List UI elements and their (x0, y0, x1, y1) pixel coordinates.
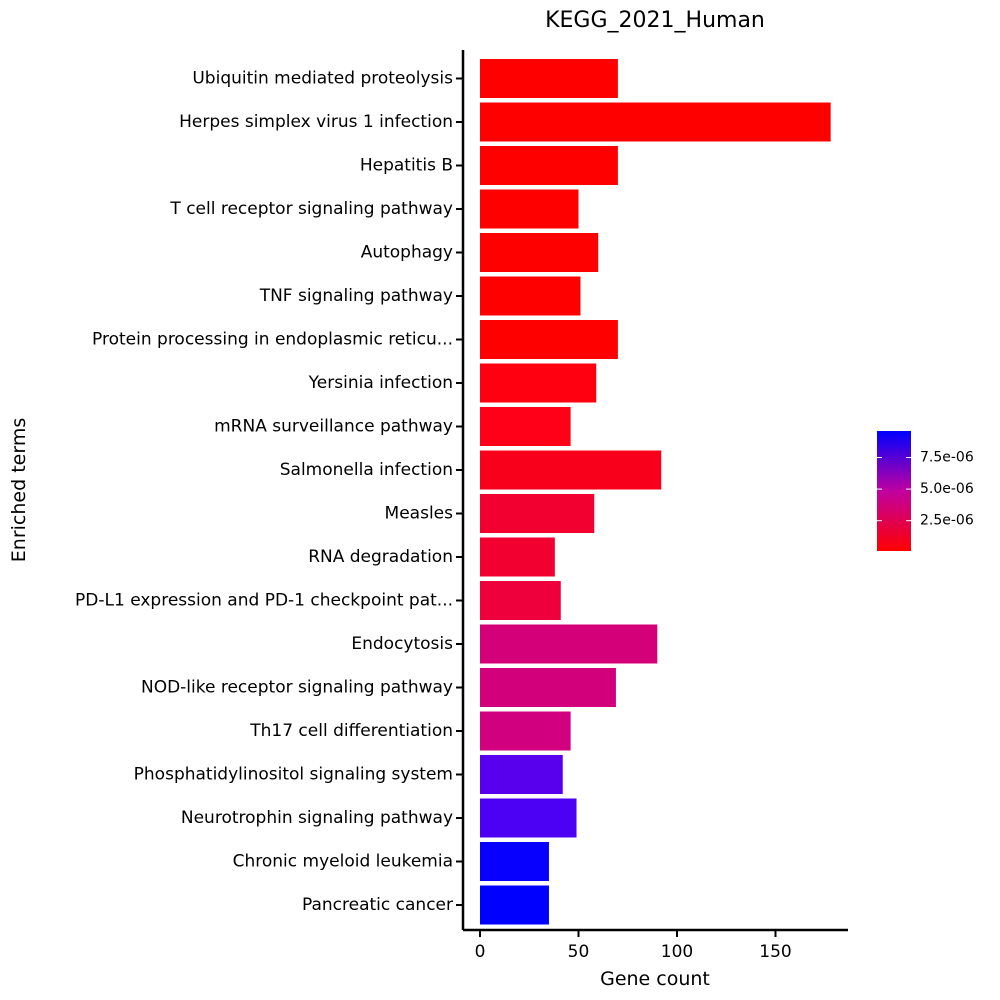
x-tick-label: 50 (568, 942, 590, 962)
y-tick-label: Phosphatidylinositol signaling system (134, 765, 453, 785)
y-tick-label: RNA degradation (308, 547, 453, 567)
bar-18 (480, 842, 549, 881)
bar-11 (480, 537, 555, 577)
x-tick-label: 150 (759, 942, 791, 962)
colorbar-legend: 7.5e-06 5.0e-06 2.5e-06 (877, 431, 974, 551)
y-tick-label: Herpes simplex virus 1 infection (179, 112, 453, 132)
x-tick-label: 0 (475, 942, 486, 962)
y-tick-label: TNF signaling pathway (259, 286, 453, 306)
y-tick-label: Measles (385, 504, 454, 524)
bar-6 (480, 320, 618, 359)
y-tick-label: Endocytosis (351, 634, 453, 654)
y-tick-label: Neurotrophin signaling pathway (181, 808, 453, 828)
y-tick-label: Chronic myeloid leukemia (233, 852, 453, 872)
y-tick-label: Th17 cell differentiation (249, 721, 453, 741)
colorbar-gradient (877, 431, 911, 551)
bar-19 (480, 885, 549, 925)
bar-16 (480, 755, 563, 794)
y-tick-label: Autophagy (361, 243, 453, 263)
y-tick-label: mRNA surveillance pathway (214, 417, 453, 437)
y-tick-label: Yersinia infection (308, 373, 453, 393)
bar-4 (480, 233, 599, 272)
chart-title: KEGG_2021_Human (545, 8, 765, 33)
colorbar-tick-label: 7.5e-06 (920, 450, 974, 466)
bar-8 (480, 407, 571, 446)
y-axis-title: Enriched terms (8, 418, 30, 562)
bar-0 (480, 59, 618, 98)
bar-17 (480, 798, 577, 838)
y-tick-label: Pancreatic cancer (302, 895, 453, 915)
y-tick-label: Salmonella infection (280, 460, 453, 480)
x-axis-ticks: 0 50 100 150 (475, 930, 792, 962)
bar-7 (480, 363, 597, 403)
bar-2 (480, 146, 618, 185)
y-tick-label: PD-L1 expression and PD-1 checkpoint pat… (75, 591, 453, 611)
y-tick-label: Protein processing in endoplasmic reticu… (92, 330, 453, 350)
x-axis-title: Gene count (600, 968, 710, 990)
colorbar-tick-label: 2.5e-06 (920, 513, 974, 529)
colorbar-ticks: 7.5e-06 5.0e-06 2.5e-06 (877, 450, 974, 529)
bar-5 (480, 276, 581, 316)
y-axis-ticks: Ubiquitin mediated proteolysis Herpes sim… (75, 69, 463, 915)
y-tick-label: Hepatitis B (360, 156, 453, 176)
bar-14 (480, 668, 616, 707)
bar-15 (480, 711, 571, 751)
y-tick-label: Ubiquitin mediated proteolysis (192, 69, 453, 89)
bar-9 (480, 450, 662, 490)
bars-group (480, 59, 831, 925)
y-tick-label: T cell receptor signaling pathway (169, 199, 453, 219)
bar-12 (480, 581, 561, 620)
bar-10 (480, 494, 595, 533)
bar-13 (480, 624, 658, 664)
colorbar-tick-label: 5.0e-06 (920, 481, 974, 497)
bar-3 (480, 189, 579, 229)
y-tick-label: NOD-like receptor signaling pathway (141, 678, 453, 698)
bar-1 (480, 102, 831, 142)
x-tick-label: 100 (661, 942, 693, 962)
